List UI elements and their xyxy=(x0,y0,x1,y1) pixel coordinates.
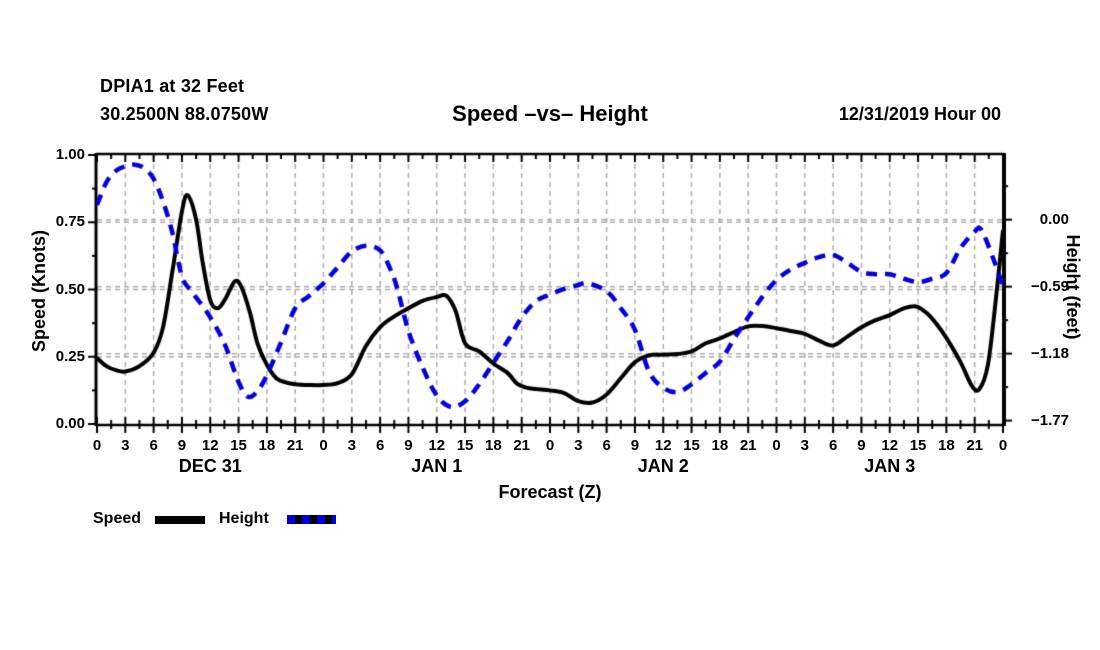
x-tick-label: 3 xyxy=(800,437,809,454)
x-tick-label: 9 xyxy=(630,437,640,454)
x-tick-label: 18 xyxy=(485,437,502,454)
day-label: JAN 3 xyxy=(864,456,916,476)
left-tick-label: 0.25 xyxy=(55,347,85,365)
x-tick-label: 21 xyxy=(739,437,757,454)
day-label: DEC 31 xyxy=(178,456,242,476)
x-tick-label: 18 xyxy=(711,437,729,454)
x-tick-label: 9 xyxy=(177,437,187,454)
x-tick-label: 9 xyxy=(857,437,866,454)
x-tick-label: 12 xyxy=(654,437,672,454)
x-tick-label: 15 xyxy=(230,437,247,454)
x-tick-label: 15 xyxy=(456,437,474,454)
x-tick-label: 12 xyxy=(881,437,899,454)
chart-title: Speed –vs– Height xyxy=(452,101,648,126)
legend-height-line-swatch xyxy=(287,515,336,524)
x-tick-label: 18 xyxy=(938,437,955,454)
x-tick-label: 12 xyxy=(201,437,219,454)
x-tick-label: 0 xyxy=(545,437,555,454)
x-tick-label: 3 xyxy=(347,437,356,454)
datetime-label: 12/31/2019 Hour 00 xyxy=(838,104,1001,124)
day-label: JAN 2 xyxy=(637,456,689,476)
day-label: JAN 1 xyxy=(411,456,463,476)
right-tick-label: −0.59 xyxy=(1031,277,1069,295)
x-tick-label: 0 xyxy=(772,437,781,454)
x-tick-label: 6 xyxy=(375,437,385,454)
legend-label-height: Height xyxy=(219,510,269,527)
x-tick-label: 6 xyxy=(149,437,158,454)
x-tick-label: 21 xyxy=(966,437,984,454)
x-tick-label: 0 xyxy=(92,437,102,454)
x-tick-label: 18 xyxy=(258,437,276,454)
x-tick-label: 15 xyxy=(909,437,927,454)
x-tick-label: 6 xyxy=(602,437,611,454)
right-tick-label: −1.18 xyxy=(1031,344,1069,362)
station-label: DPIA1 at 32 Feet xyxy=(100,76,245,96)
x-tick-label: 12 xyxy=(428,437,446,454)
right-tick-label: 0.00 xyxy=(1039,210,1069,228)
x-tick-label: 0 xyxy=(998,437,1008,454)
left-tick-label: 1.00 xyxy=(55,146,85,163)
legend-speed-line-swatch xyxy=(155,516,205,524)
x-tick-label: 21 xyxy=(286,437,304,454)
x-tick-label: 15 xyxy=(683,437,700,454)
x-axis-title: Forecast (Z) xyxy=(498,482,602,502)
x-tick-label: 0 xyxy=(319,437,328,454)
left-tick-label: 0.00 xyxy=(55,415,85,432)
x-tick-label: 21 xyxy=(513,437,531,454)
x-tick-label: 3 xyxy=(121,437,130,454)
legend-label-speed: Speed xyxy=(93,510,142,527)
x-tick-label: 3 xyxy=(574,437,583,454)
x-tick-label: 6 xyxy=(828,437,838,454)
right-tick-label: −1.77 xyxy=(1031,411,1069,429)
location-label: 30.2500N 88.0750W xyxy=(100,104,269,124)
left-tick-label: 0.75 xyxy=(55,213,85,231)
x-tick-label: 9 xyxy=(404,437,413,454)
left-tick-label: 0.50 xyxy=(55,280,85,298)
